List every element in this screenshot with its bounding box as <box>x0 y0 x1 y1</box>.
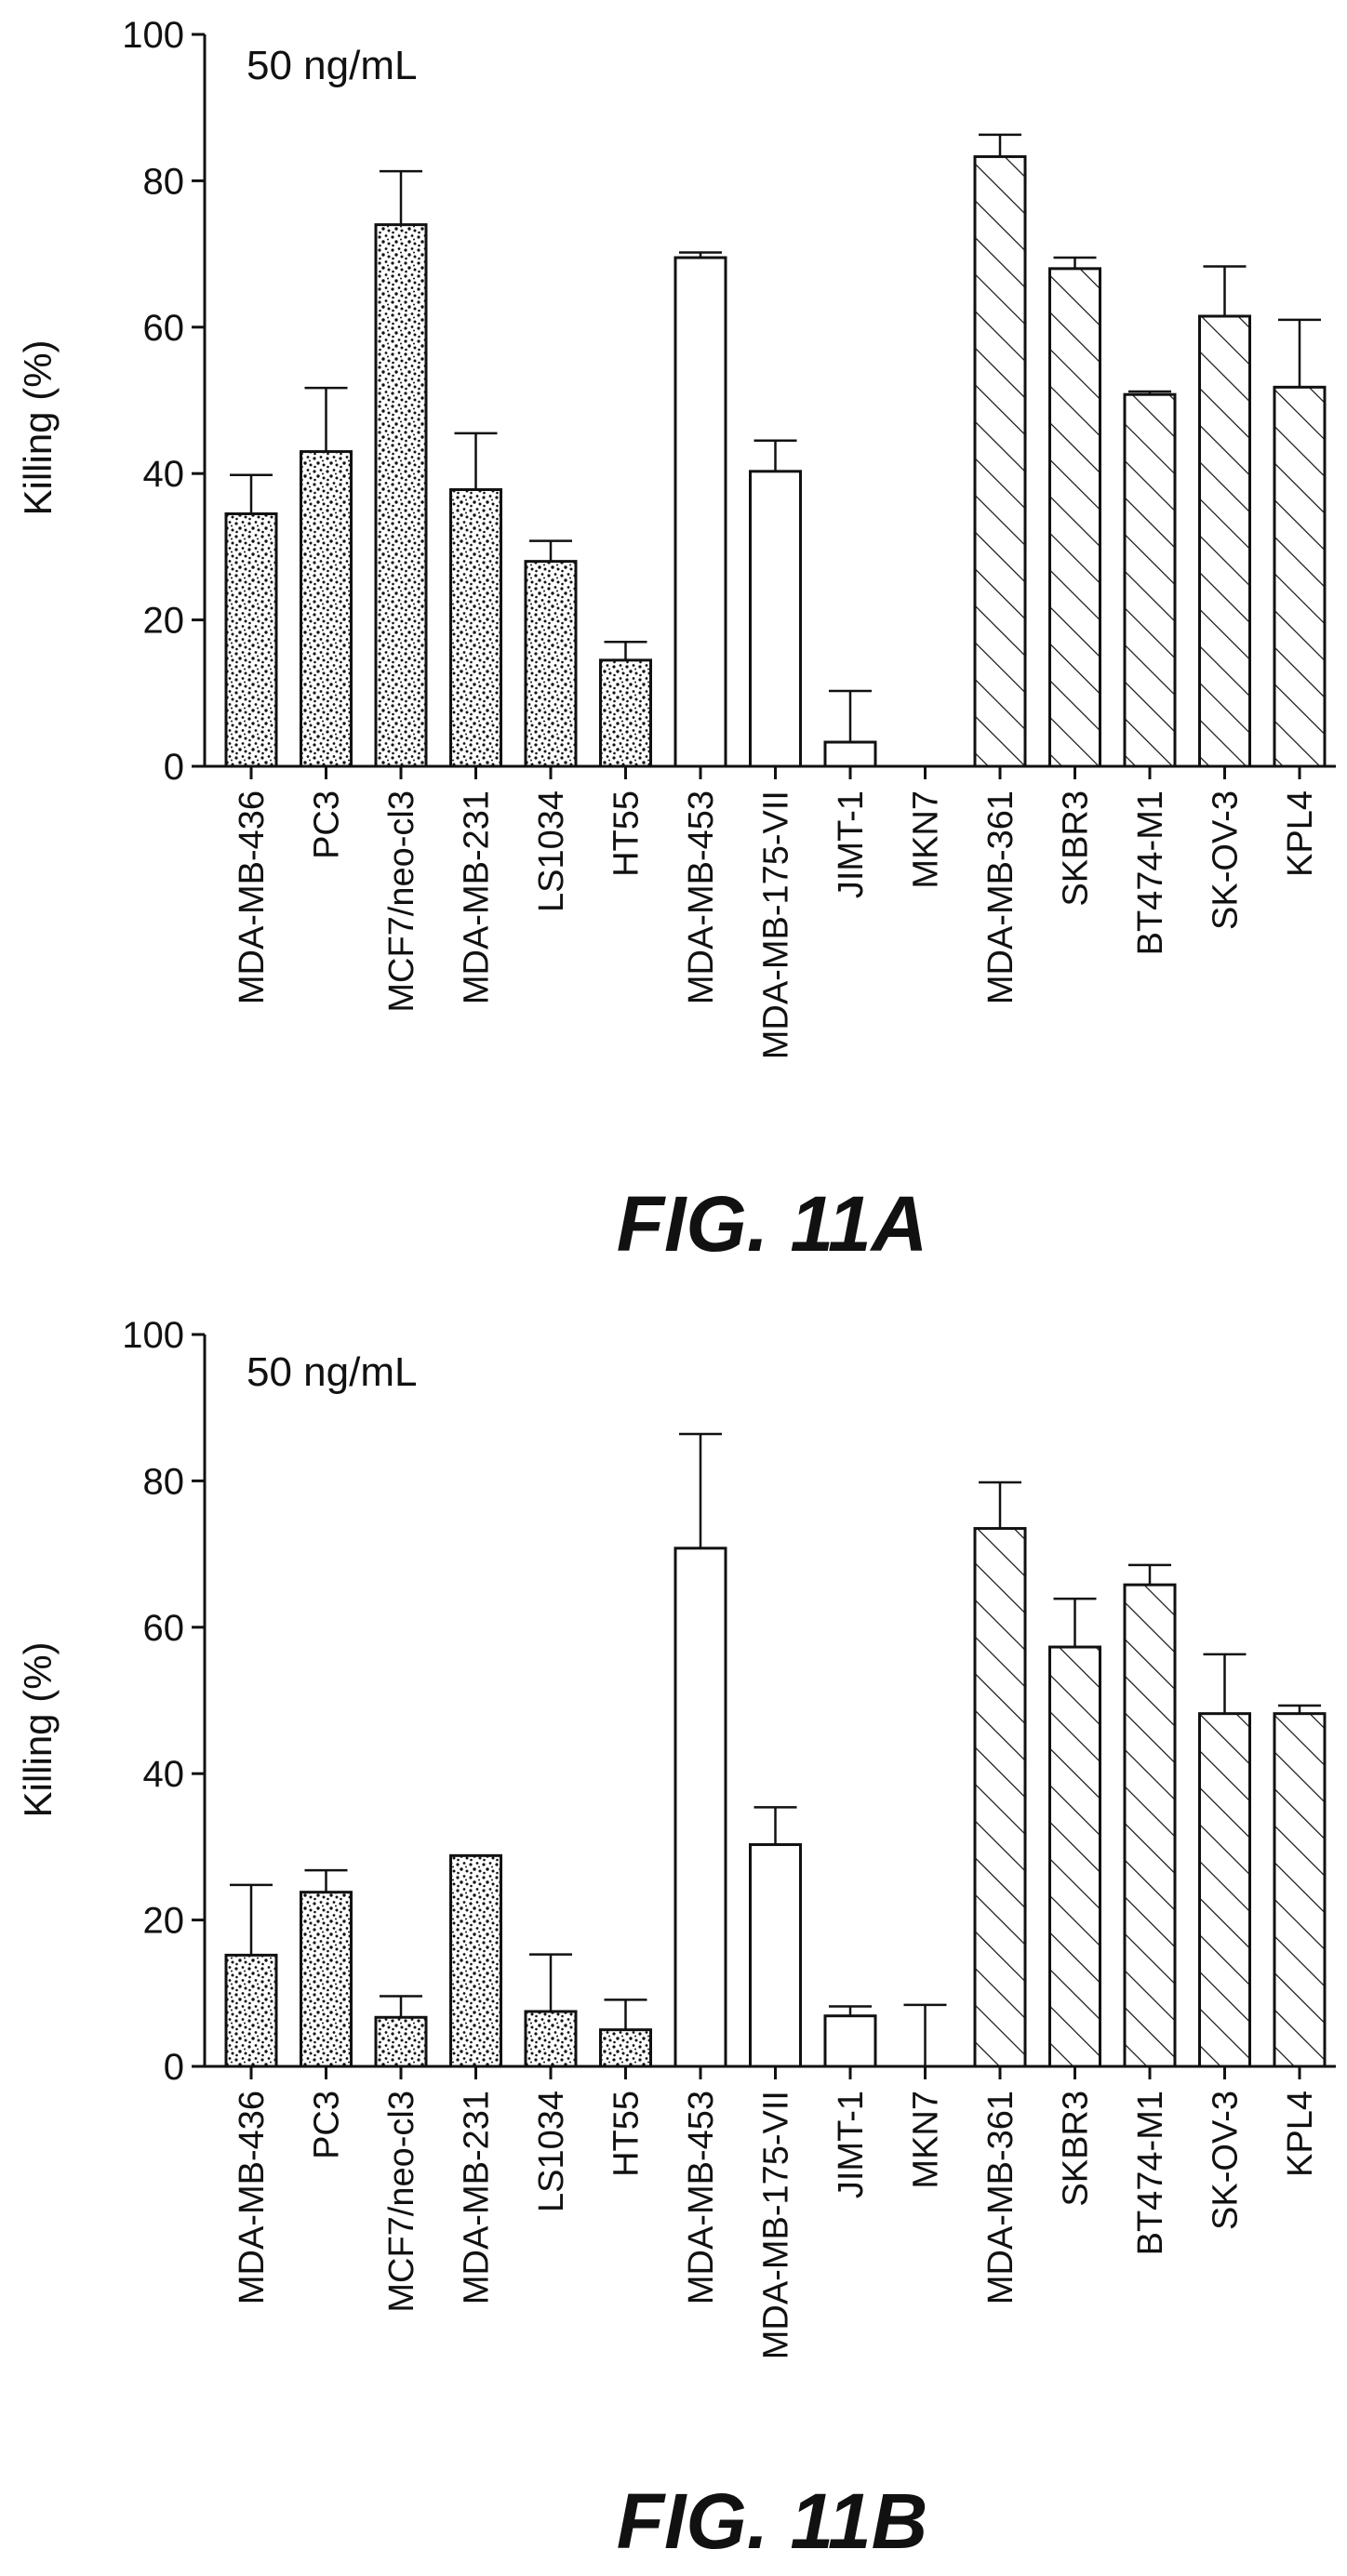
chart-a-x-axis <box>205 764 1336 779</box>
chart-b-y-tick-label: 80 <box>143 1461 185 1502</box>
chart-b-bar <box>300 1891 353 2068</box>
chart-a-bar <box>1048 267 1101 768</box>
chart-b-bar <box>1123 1583 1177 2068</box>
chart-a-y-axis: 0 20 40 60 80 100 <box>122 15 207 788</box>
chart-a-y-tick-label: 80 <box>143 161 185 202</box>
chart-a-category-label: PC3 <box>308 790 347 859</box>
chart-a-caption: FIG. 11A <box>617 1180 928 1268</box>
chart-b-bars <box>224 1527 1327 2068</box>
chart-a-category-label: SK-OV-3 <box>1207 790 1246 930</box>
chart-a-bar <box>749 470 802 768</box>
chart-b-y-tick-label: 100 <box>122 1315 184 1356</box>
chart-b-errorbars <box>230 1432 1321 2066</box>
chart-a-category-label: HT55 <box>607 790 647 877</box>
chart-b-y-tick-label: 60 <box>143 1608 185 1649</box>
chart-a-bar <box>973 154 1027 768</box>
chart-a-bars <box>224 154 1327 768</box>
chart-a-category-label: MKN7 <box>907 790 946 889</box>
chart-a-category-label: MDA-MB-231 <box>458 790 497 1004</box>
chart-panel-a: 50 ng/mL Killing (%) 0 20 40 60 80 100 MDA-MB… <box>16 15 1336 1268</box>
chart-b-category-label: MDA-MB-361 <box>981 2091 1020 2304</box>
chart-a-y-title: Killing (%) <box>16 339 60 515</box>
chart-a-category-labels: MDA-MB-436 PC3 MCF7/neo-cl3 MDA-MB-231 LS103… <box>233 790 1320 1059</box>
chart-a-bar <box>524 560 578 768</box>
chart-a-category-label: LS1034 <box>532 790 571 912</box>
chart-a-category-label: MDA-MB-175-VII <box>757 790 796 1059</box>
chart-panel-b: 50 ng/mL Killing (%) 0 20 40 60 80 100 MDA-MB… <box>16 1315 1336 2565</box>
chart-b-bar <box>1048 1645 1101 2068</box>
chart-b-category-labels: MDA-MB-436 PC3 MCF7/neo-cl3 MDA-MB-231 LS103… <box>233 2091 1320 2359</box>
chart-b-category-label: SK-OV-3 <box>1207 2091 1246 2230</box>
chart-b-category-label: MDA-MB-436 <box>233 2091 272 2304</box>
chart-a-bar <box>823 740 877 768</box>
chart-a-bar <box>599 658 652 768</box>
chart-a-category-label: MCF7/neo-cl3 <box>382 790 421 1013</box>
chart-b-bar <box>224 1953 278 2068</box>
chart-a-bar <box>224 511 278 768</box>
chart-b-caption: FIG. 11B <box>617 2477 928 2565</box>
chart-b-category-label: PC3 <box>308 2091 347 2159</box>
chart-a-bar <box>449 488 502 768</box>
chart-b-y-tick-label: 40 <box>143 1754 185 1795</box>
chart-b-bar <box>599 2028 652 2068</box>
chart-b-bar <box>749 1843 802 2068</box>
chart-b-bar <box>1198 1712 1251 2068</box>
chart-b-category-label: SKBR3 <box>1057 2091 1096 2207</box>
chart-a-category-label: SKBR3 <box>1057 790 1096 907</box>
chart-b-bar <box>449 1853 502 2068</box>
chart-a-y-tick-label: 0 <box>164 747 184 788</box>
chart-b-bar <box>674 1547 727 2068</box>
chart-b-category-label: JIMT-1 <box>832 2091 871 2198</box>
chart-b-bar <box>973 1527 1027 2068</box>
chart-b-bar <box>524 2010 578 2068</box>
chart-a-bar <box>1198 314 1251 768</box>
chart-a-annotation: 50 ng/mL <box>247 43 417 88</box>
chart-b-y-tick-label: 20 <box>143 1901 185 1942</box>
chart-a-y-tick-label: 100 <box>122 15 184 56</box>
chart-a-category-label: KPL4 <box>1281 790 1320 877</box>
chart-a-y-tick-label: 60 <box>143 308 185 349</box>
chart-b-category-label: KPL4 <box>1281 2091 1320 2177</box>
chart-a-errorbars <box>230 133 1321 743</box>
chart-b-annotation: 50 ng/mL <box>247 1349 417 1395</box>
chart-b-category-label: MKN7 <box>907 2091 946 2189</box>
chart-b-bar <box>374 2015 428 2068</box>
chart-b-category-label: MDA-MB-453 <box>682 2091 721 2304</box>
chart-a-category-label: BT474-M1 <box>1131 790 1170 955</box>
chart-a-category-label: JIMT-1 <box>832 790 871 898</box>
chart-b-category-label: MDA-MB-175-VII <box>757 2091 796 2359</box>
chart-b-category-label: LS1034 <box>532 2091 571 2212</box>
chart-b-y-tick-label: 0 <box>164 2047 184 2088</box>
chart-a-category-label: MDA-MB-453 <box>682 790 721 1004</box>
chart-b-y-title: Killing (%) <box>16 1641 60 1817</box>
chart-b-category-label: MCF7/neo-cl3 <box>382 2091 421 2313</box>
chart-a-category-label: MDA-MB-436 <box>233 790 272 1004</box>
chart-b-bar <box>1273 1712 1327 2068</box>
chart-a-bar <box>1273 385 1327 768</box>
chart-b-bar <box>823 2014 877 2068</box>
chart-a-bar <box>300 450 353 768</box>
chart-a-y-tick-label: 40 <box>143 454 185 495</box>
chart-a-bar <box>674 256 727 768</box>
chart-b-category-label: HT55 <box>607 2091 647 2177</box>
chart-b-category-label: MDA-MB-231 <box>458 2091 497 2304</box>
chart-a-category-label: MDA-MB-361 <box>981 790 1020 1004</box>
chart-b-category-label: BT474-M1 <box>1131 2091 1170 2255</box>
chart-a-y-tick-label: 20 <box>143 601 185 642</box>
chart-b-x-axis <box>205 2065 1336 2079</box>
chart-a-bar <box>1123 392 1177 768</box>
chart-a-bar <box>374 223 428 768</box>
chart-b-y-axis: 0 20 40 60 80 100 <box>122 1315 207 2088</box>
